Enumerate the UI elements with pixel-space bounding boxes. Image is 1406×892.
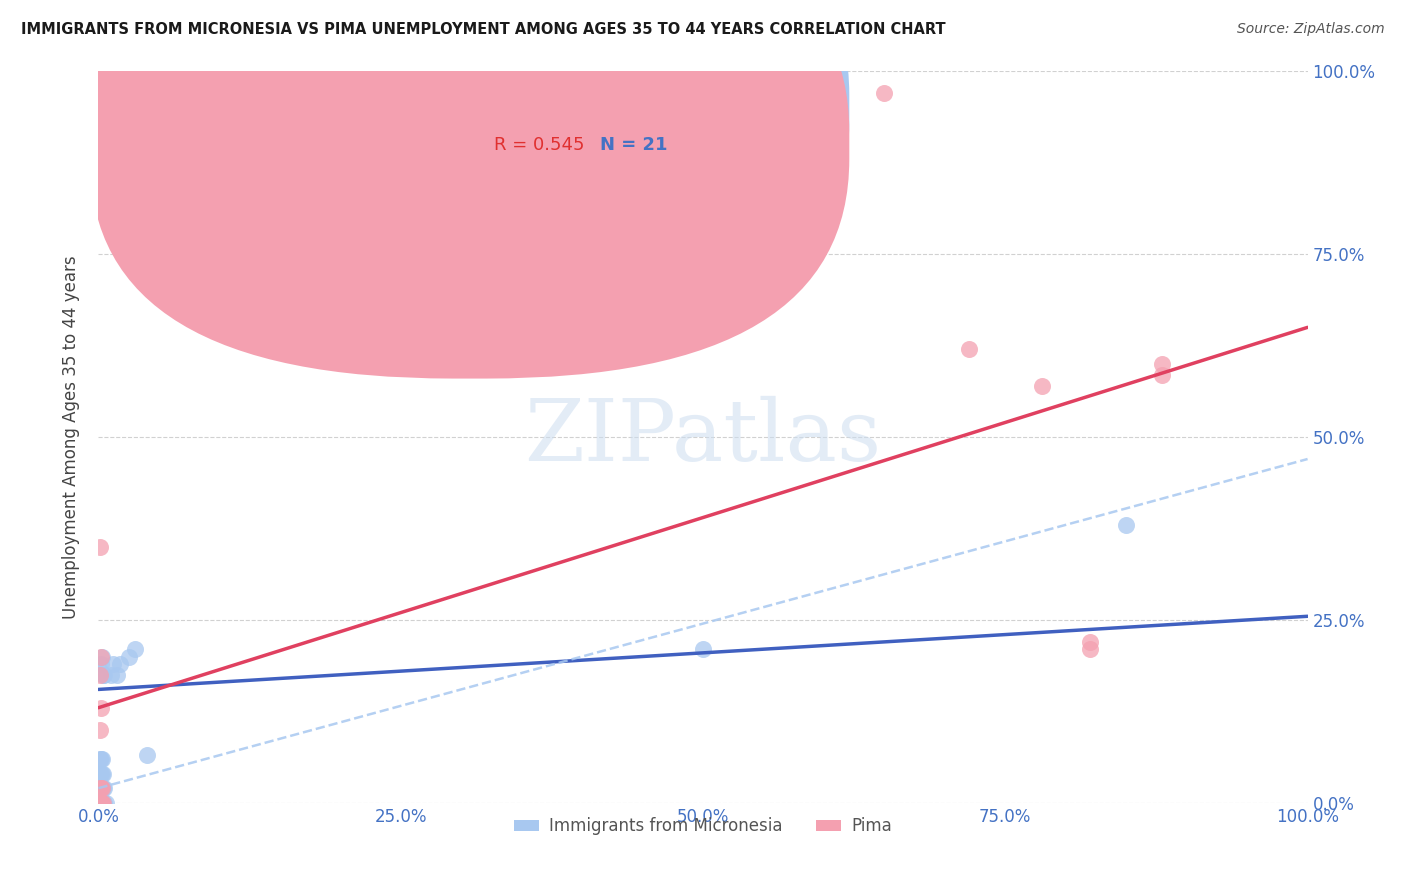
- Point: [90, 781, 112, 796]
- FancyBboxPatch shape: [90, 0, 849, 378]
- Point: [91, 667, 114, 681]
- Point: [91, 796, 114, 810]
- Point: [90, 796, 112, 810]
- Legend: Immigrants from Micronesia, Pima: Immigrants from Micronesia, Pima: [508, 811, 898, 842]
- Point: [90, 752, 112, 766]
- Point: [90, 649, 112, 664]
- Point: [89, 667, 111, 681]
- Point: [91, 649, 114, 664]
- Point: [957, 343, 980, 357]
- Point: [692, 642, 714, 657]
- Point: [91, 766, 114, 780]
- Point: [1078, 642, 1101, 657]
- Point: [91, 796, 114, 810]
- Point: [1152, 368, 1174, 382]
- Point: [94, 796, 117, 810]
- Point: [90, 766, 112, 780]
- Point: [1031, 379, 1053, 393]
- Point: [91, 781, 114, 796]
- Point: [89, 752, 111, 766]
- Text: R = 0.545: R = 0.545: [494, 136, 585, 153]
- Text: N = 21: N = 21: [600, 136, 668, 153]
- Point: [90, 781, 112, 796]
- Point: [1115, 517, 1137, 532]
- Point: [105, 667, 128, 681]
- Point: [89, 781, 111, 796]
- Point: [91, 781, 114, 796]
- Point: [93, 796, 115, 810]
- Point: [87, 796, 110, 810]
- Point: [100, 667, 122, 681]
- Point: [101, 657, 124, 671]
- Text: ZIPatlas: ZIPatlas: [524, 395, 882, 479]
- Point: [89, 540, 111, 554]
- Point: [90, 657, 112, 671]
- Point: [813, 64, 835, 78]
- Point: [91, 781, 114, 796]
- Text: Source: ZipAtlas.com: Source: ZipAtlas.com: [1237, 22, 1385, 37]
- Text: IMMIGRANTS FROM MICRONESIA VS PIMA UNEMPLOYMENT AMONG AGES 35 TO 44 YEARS CORREL: IMMIGRANTS FROM MICRONESIA VS PIMA UNEMP…: [21, 22, 946, 37]
- Point: [90, 700, 112, 714]
- Point: [91, 796, 114, 810]
- Point: [1152, 357, 1174, 371]
- Point: [89, 723, 111, 737]
- Point: [93, 781, 115, 796]
- Point: [873, 87, 896, 101]
- Y-axis label: Unemployment Among Ages 35 to 44 years: Unemployment Among Ages 35 to 44 years: [62, 255, 80, 619]
- Point: [89, 796, 111, 810]
- Point: [91, 752, 114, 766]
- Point: [118, 649, 141, 664]
- Point: [89, 664, 111, 678]
- Point: [87, 796, 110, 810]
- Point: [108, 657, 131, 671]
- Point: [91, 766, 114, 780]
- Point: [1078, 635, 1101, 649]
- FancyBboxPatch shape: [90, 0, 849, 342]
- Point: [90, 796, 112, 810]
- Point: [89, 766, 111, 780]
- Point: [135, 748, 157, 763]
- Point: [93, 667, 115, 681]
- Point: [89, 781, 111, 796]
- Point: [91, 796, 114, 810]
- Point: [124, 642, 146, 657]
- Text: R = 0.377: R = 0.377: [494, 99, 585, 117]
- FancyBboxPatch shape: [432, 75, 721, 185]
- Text: N = 32: N = 32: [600, 99, 668, 117]
